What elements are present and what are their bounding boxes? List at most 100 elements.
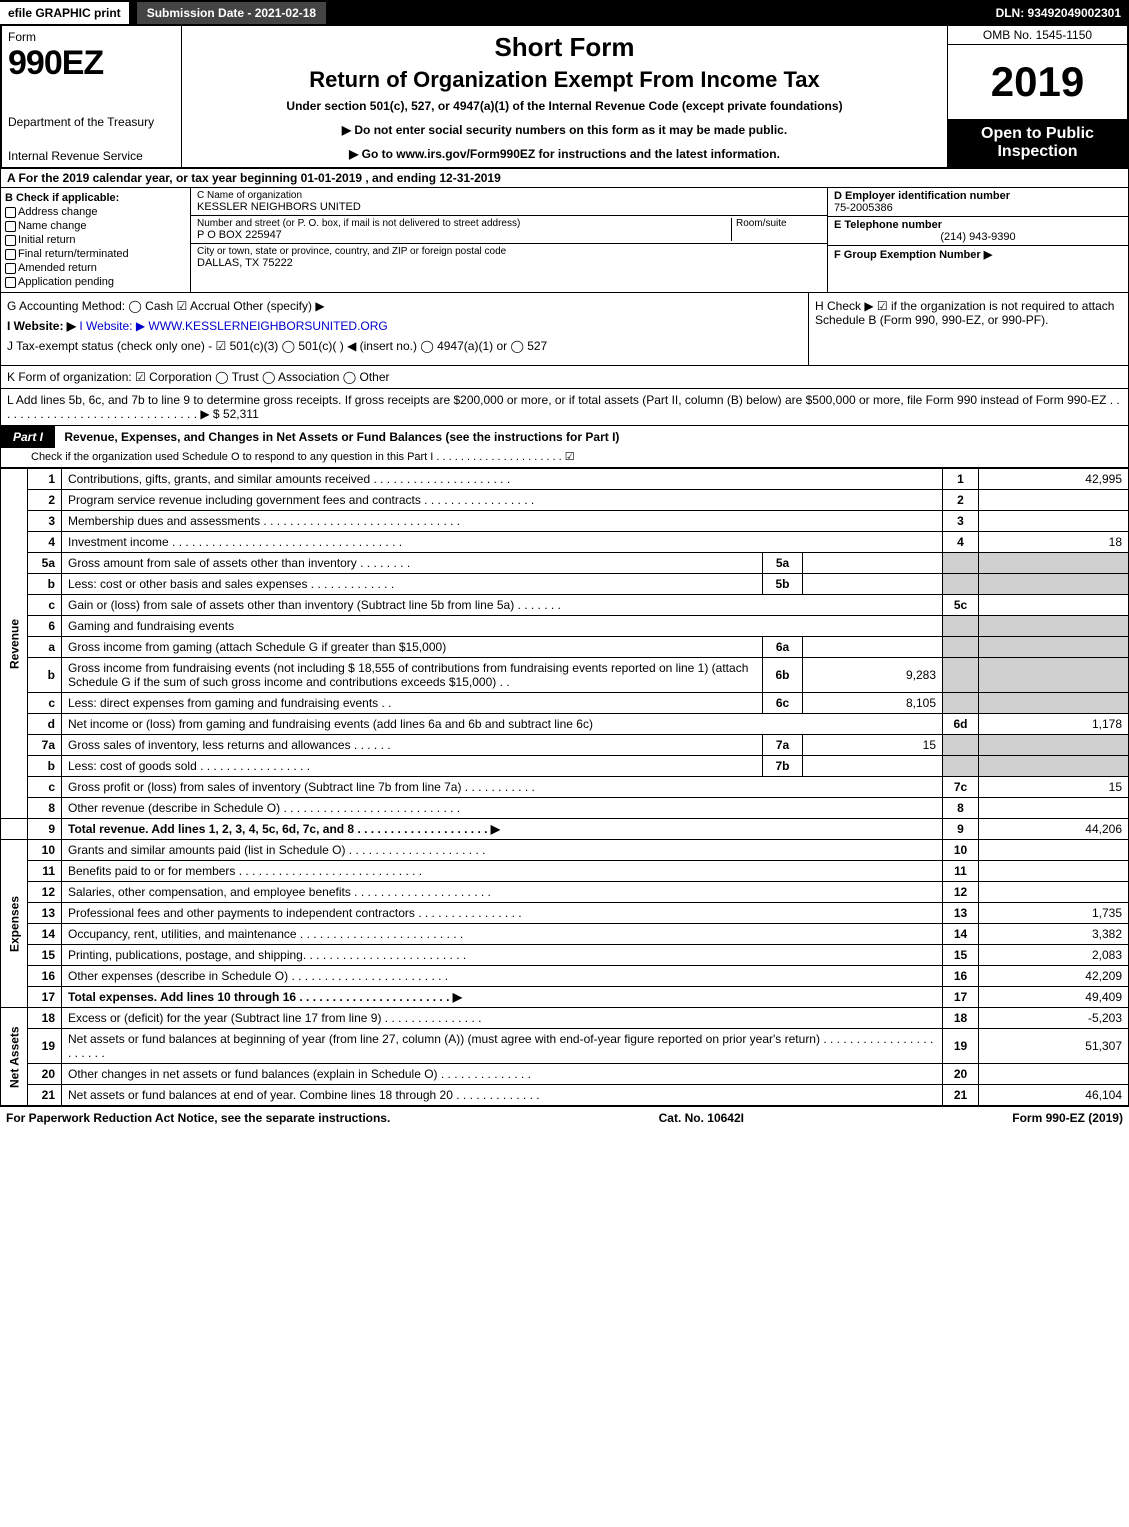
top-bar: efile GRAPHIC print Submission Date - 20… [0, 0, 1129, 26]
org-name: KESSLER NEIGHBORS UNITED [197, 201, 361, 213]
row-text: Other expenses (describe in Schedule O) … [62, 966, 943, 987]
city-label: City or town, state or province, country… [197, 246, 821, 257]
row-subval [803, 756, 943, 777]
row-text: Contributions, gifts, grants, and simila… [62, 469, 943, 490]
row-value: 46,104 [979, 1085, 1129, 1106]
row-rnum: 13 [943, 903, 979, 924]
part1-label: Part I [1, 426, 55, 448]
row-text: Less: direct expenses from gaming and fu… [62, 693, 763, 714]
phone-label: E Telephone number [834, 219, 942, 231]
dept-irs: Internal Revenue Service [8, 149, 175, 163]
chk-initial-return[interactable]: Initial return [5, 234, 186, 246]
form-header: Form 990EZ Department of the Treasury In… [0, 26, 1129, 169]
website-link[interactable]: I Website: ▶ WWW.KESSLERNEIGHBORSUNITED.… [79, 319, 387, 333]
row-text: Program service revenue including govern… [62, 490, 943, 511]
expenses-sidelabel: Expenses [1, 840, 28, 1008]
row-rnum: 7c [943, 777, 979, 798]
row-num: 14 [28, 924, 62, 945]
row-num: 7a [28, 735, 62, 756]
row-num: 5a [28, 553, 62, 574]
shade-cell [979, 616, 1129, 637]
box-def: D Employer identification number 75-2005… [828, 188, 1128, 292]
chk-address-change[interactable]: Address change [5, 206, 186, 218]
row-value: 15 [979, 777, 1129, 798]
no-ssn-note: ▶ Do not enter social security numbers o… [194, 123, 935, 137]
row-value: 1,178 [979, 714, 1129, 735]
row-text: Net assets or fund balances at beginning… [62, 1029, 943, 1064]
row-num: 6 [28, 616, 62, 637]
row-num: 3 [28, 511, 62, 532]
row-value [979, 1064, 1129, 1085]
line-l-gross: L Add lines 5b, 6c, and 7b to line 9 to … [0, 389, 1129, 426]
row-value [979, 798, 1129, 819]
row-value [979, 490, 1129, 511]
omb-number: OMB No. 1545-1150 [948, 26, 1127, 45]
row-num: 19 [28, 1029, 62, 1064]
row-num: 10 [28, 840, 62, 861]
row-text: Gross profit or (loss) from sales of inv… [62, 777, 943, 798]
line-a-taxyear: A For the 2019 calendar year, or tax yea… [0, 169, 1129, 188]
form-number: 990EZ [8, 44, 175, 83]
row-subnum: 5a [763, 553, 803, 574]
shade-cell [979, 553, 1129, 574]
row-subval: 15 [803, 735, 943, 756]
chk-name-change[interactable]: Name change [5, 220, 186, 232]
row-text: Grants and similar amounts paid (list in… [62, 840, 943, 861]
row-rnum: 17 [943, 987, 979, 1008]
footer-left: For Paperwork Reduction Act Notice, see … [6, 1111, 390, 1125]
chk-application-pending[interactable]: Application pending [5, 276, 186, 288]
shade-cell [943, 693, 979, 714]
row-rnum: 19 [943, 1029, 979, 1064]
netassets-sidelabel: Net Assets [1, 1008, 28, 1106]
form-label: Form [8, 30, 175, 44]
row-value [979, 840, 1129, 861]
city: DALLAS, TX 75222 [197, 257, 293, 269]
row-value: 2,083 [979, 945, 1129, 966]
row-num: c [28, 693, 62, 714]
line-k-org: K Form of organization: ☑ Corporation ◯ … [0, 366, 1129, 389]
row-num: c [28, 595, 62, 616]
shade-cell [943, 553, 979, 574]
row-num: 12 [28, 882, 62, 903]
row-num: 2 [28, 490, 62, 511]
row-text: Gaming and fundraising events [62, 616, 943, 637]
row-text: Gross amount from sale of assets other t… [62, 553, 763, 574]
row-rnum: 6d [943, 714, 979, 735]
row-num: 8 [28, 798, 62, 819]
spacer-sidelabel [1, 819, 28, 840]
chk-amended-return[interactable]: Amended return [5, 262, 186, 274]
shade-cell [979, 756, 1129, 777]
row-subnum: 6c [763, 693, 803, 714]
street: P O BOX 225947 [197, 229, 282, 241]
row-subnum: 6a [763, 637, 803, 658]
header-center: Short Form Return of Organization Exempt… [182, 26, 947, 167]
row-subnum: 6b [763, 658, 803, 693]
row-subval: 8,105 [803, 693, 943, 714]
row-value: 1,735 [979, 903, 1129, 924]
row-text: Occupancy, rent, utilities, and maintena… [62, 924, 943, 945]
submission-date: Submission Date - 2021-02-18 [135, 0, 328, 26]
goto-link[interactable]: ▶ Go to www.irs.gov/Form990EZ for instru… [194, 147, 935, 161]
chk-final-return[interactable]: Final return/terminated [5, 248, 186, 260]
row-text: Investment income . . . . . . . . . . . … [62, 532, 943, 553]
part1-table: Revenue 1Contributions, gifts, grants, a… [0, 468, 1129, 1106]
shade-cell [943, 735, 979, 756]
footer-right: Form 990-EZ (2019) [1012, 1111, 1123, 1125]
row-value [979, 511, 1129, 532]
row-text: Other revenue (describe in Schedule O) .… [62, 798, 943, 819]
shade-cell [979, 637, 1129, 658]
row-text: Less: cost or other basis and sales expe… [62, 574, 763, 595]
row-rnum: 12 [943, 882, 979, 903]
row-value: 44,206 [979, 819, 1129, 840]
page-footer: For Paperwork Reduction Act Notice, see … [0, 1106, 1129, 1129]
row-num: b [28, 756, 62, 777]
row-text: Net income or (loss) from gaming and fun… [62, 714, 943, 735]
row-value: 3,382 [979, 924, 1129, 945]
row-value: 49,409 [979, 987, 1129, 1008]
return-title: Return of Organization Exempt From Incom… [194, 67, 935, 93]
row-value: -5,203 [979, 1008, 1129, 1029]
row-text: Gross income from fundraising events (no… [62, 658, 763, 693]
ghij-box: G Accounting Method: ◯ Cash ☑ Accrual Ot… [0, 293, 1129, 366]
shade-cell [979, 693, 1129, 714]
efile-print-label[interactable]: efile GRAPHIC print [0, 2, 129, 24]
